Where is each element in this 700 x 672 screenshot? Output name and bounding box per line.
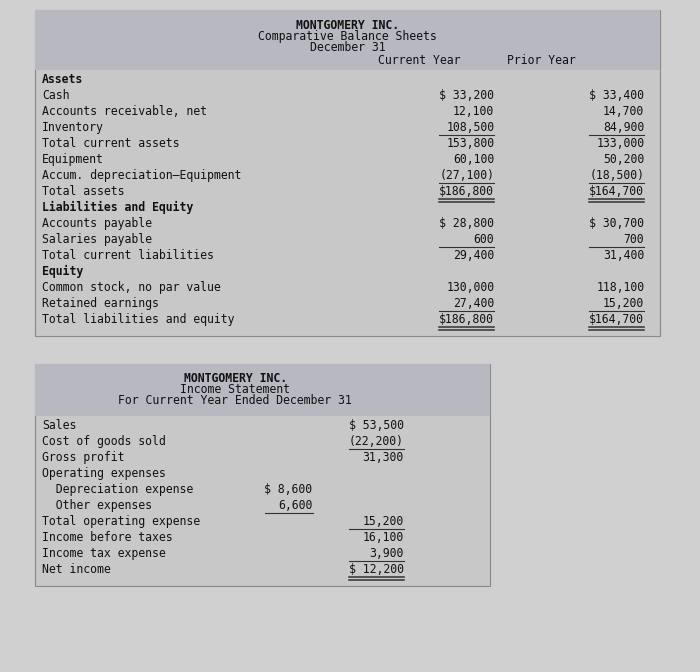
Text: 133,000: 133,000: [596, 137, 645, 150]
Text: $ 8,600: $ 8,600: [265, 483, 312, 496]
Text: Equity: Equity: [42, 265, 83, 278]
Text: Accounts receivable, net: Accounts receivable, net: [42, 105, 207, 118]
Text: 31,400: 31,400: [603, 249, 645, 262]
Text: Comparative Balance Sheets: Comparative Balance Sheets: [258, 30, 437, 43]
Text: $164,700: $164,700: [589, 185, 645, 198]
Text: 600: 600: [474, 233, 494, 246]
Text: Total current liabilities: Total current liabilities: [42, 249, 214, 262]
Text: Net income: Net income: [42, 563, 111, 576]
Text: (22,200): (22,200): [349, 435, 403, 448]
Text: Liabilities and Equity: Liabilities and Equity: [42, 201, 193, 214]
Bar: [35, 10, 660, 70]
Text: Income before taxes: Income before taxes: [42, 531, 173, 544]
Text: $ 30,700: $ 30,700: [589, 217, 645, 230]
Text: Current Year: Current Year: [378, 54, 461, 67]
Text: Accum. depreciation–Equipment: Accum. depreciation–Equipment: [42, 169, 241, 182]
Text: Cash: Cash: [42, 89, 69, 102]
Text: Salaries payable: Salaries payable: [42, 233, 152, 246]
Text: $ 33,200: $ 33,200: [440, 89, 494, 102]
Text: Income tax expense: Income tax expense: [42, 547, 166, 560]
Text: Depreciation expense: Depreciation expense: [42, 483, 193, 496]
Text: $ 53,500: $ 53,500: [349, 419, 403, 432]
Text: $ 12,200: $ 12,200: [349, 563, 403, 576]
Text: 12,100: 12,100: [453, 105, 494, 118]
Text: Accounts payable: Accounts payable: [42, 217, 152, 230]
Text: Total assets: Total assets: [42, 185, 125, 198]
Text: 15,200: 15,200: [603, 297, 645, 310]
Text: MONTGOMERY INC.: MONTGOMERY INC.: [296, 19, 399, 32]
Text: Total operating expense: Total operating expense: [42, 515, 200, 528]
Text: For Current Year Ended December 31: For Current Year Ended December 31: [118, 394, 352, 407]
Text: Sales: Sales: [42, 419, 76, 432]
Text: $164,700: $164,700: [589, 313, 645, 326]
Text: 16,100: 16,100: [363, 531, 403, 544]
Text: 6,600: 6,600: [278, 499, 312, 512]
Text: 108,500: 108,500: [447, 121, 494, 134]
Text: (18,500): (18,500): [589, 169, 645, 182]
Text: Total current assets: Total current assets: [42, 137, 179, 150]
Text: Equipment: Equipment: [42, 153, 104, 166]
Text: Cost of goods sold: Cost of goods sold: [42, 435, 166, 448]
Text: 130,000: 130,000: [447, 281, 494, 294]
Bar: [35, 10, 660, 336]
Text: 700: 700: [624, 233, 645, 246]
Text: $186,800: $186,800: [440, 313, 494, 326]
Bar: [35, 364, 490, 586]
Text: 15,200: 15,200: [363, 515, 403, 528]
Text: $186,800: $186,800: [440, 185, 494, 198]
Text: 153,800: 153,800: [447, 137, 494, 150]
Text: $ 28,800: $ 28,800: [440, 217, 494, 230]
Text: Other expenses: Other expenses: [42, 499, 152, 512]
Text: Inventory: Inventory: [42, 121, 104, 134]
Text: 14,700: 14,700: [603, 105, 645, 118]
Text: (27,100): (27,100): [440, 169, 494, 182]
Text: Assets: Assets: [42, 73, 83, 86]
Bar: [35, 364, 490, 416]
Text: Prior Year: Prior Year: [507, 54, 575, 67]
Text: MONTGOMERY INC.: MONTGOMERY INC.: [183, 372, 287, 385]
Text: 50,200: 50,200: [603, 153, 645, 166]
Text: 31,300: 31,300: [363, 451, 403, 464]
Text: December 31: December 31: [309, 41, 385, 54]
Text: 118,100: 118,100: [596, 281, 645, 294]
Text: 29,400: 29,400: [453, 249, 494, 262]
Text: Retained earnings: Retained earnings: [42, 297, 159, 310]
Text: Income Statement: Income Statement: [180, 383, 290, 396]
Text: Common stock, no par value: Common stock, no par value: [42, 281, 220, 294]
Text: Gross profit: Gross profit: [42, 451, 125, 464]
Text: Total liabilities and equity: Total liabilities and equity: [42, 313, 235, 326]
Text: Operating expenses: Operating expenses: [42, 467, 166, 480]
Text: $ 33,400: $ 33,400: [589, 89, 645, 102]
Text: 3,900: 3,900: [369, 547, 403, 560]
Text: 27,400: 27,400: [453, 297, 494, 310]
Text: 60,100: 60,100: [453, 153, 494, 166]
Text: 84,900: 84,900: [603, 121, 645, 134]
